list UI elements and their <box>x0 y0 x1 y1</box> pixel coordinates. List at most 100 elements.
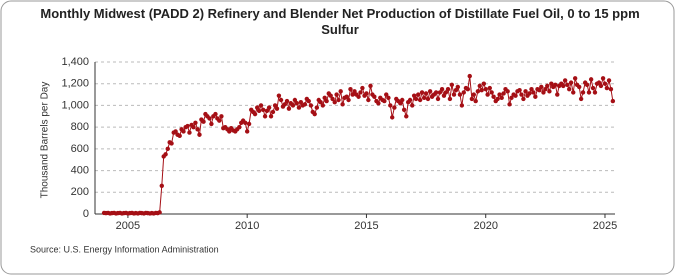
data-point <box>401 107 407 112</box>
data-point <box>549 81 554 86</box>
data-point <box>191 124 196 130</box>
data-point <box>439 86 445 92</box>
data-point <box>266 105 272 110</box>
data-point <box>360 85 365 91</box>
x-tick-label: 2015 <box>354 220 378 232</box>
data-point <box>419 90 425 95</box>
data-point <box>386 95 391 101</box>
data-point <box>358 90 363 95</box>
data-point <box>423 91 429 96</box>
data-point <box>507 102 512 107</box>
data-point <box>244 129 250 134</box>
data-point <box>443 90 449 95</box>
data-point <box>417 97 423 103</box>
data-point <box>441 93 447 98</box>
data-point <box>217 118 222 123</box>
data-point <box>372 94 377 99</box>
data-point <box>294 101 299 106</box>
data-point <box>163 152 168 157</box>
chart-title: Monthly Midwest (PADD 2) Refinery and Bl… <box>40 6 640 37</box>
data-point <box>207 116 212 121</box>
data-point <box>501 91 506 96</box>
data-point <box>473 98 478 104</box>
data-point <box>411 93 417 98</box>
data-point <box>529 86 534 92</box>
data-point <box>602 81 608 86</box>
data-point <box>521 96 526 102</box>
data-point <box>425 96 431 102</box>
data-point <box>435 96 441 102</box>
data-point <box>449 82 455 88</box>
data-point <box>586 90 592 95</box>
data-point <box>318 99 323 105</box>
data-point <box>382 98 387 104</box>
data-point <box>479 88 484 93</box>
data-point <box>475 89 481 94</box>
data-point <box>497 92 502 97</box>
data-point <box>298 99 304 105</box>
data-point <box>398 101 403 106</box>
data-point <box>469 96 475 102</box>
data-point <box>539 84 544 90</box>
data-point <box>487 85 492 91</box>
data-point <box>213 111 218 117</box>
data-point <box>256 108 262 114</box>
data-point <box>416 92 421 97</box>
data-point <box>338 89 343 94</box>
data-point <box>252 111 258 117</box>
data-point <box>596 80 602 85</box>
data-point <box>461 90 466 95</box>
y-tick-label: 400 <box>71 164 89 176</box>
y-tick-label: 600 <box>71 143 89 155</box>
y-tick-label: 1,400 <box>61 56 89 68</box>
data-point <box>169 141 174 146</box>
data-point <box>314 105 320 110</box>
y-tick-label: 1,000 <box>61 99 89 111</box>
data-point <box>388 103 393 108</box>
data-point <box>243 120 248 126</box>
data-point <box>173 129 178 134</box>
data-point <box>545 83 550 89</box>
data-point <box>350 92 355 97</box>
data-point <box>340 102 345 107</box>
data-point <box>407 97 413 103</box>
data-point <box>352 89 357 94</box>
data-point <box>433 90 439 95</box>
data-point <box>531 90 536 95</box>
y-axis-label: Thousand Barrels per Day <box>40 82 51 199</box>
data-point <box>181 129 186 134</box>
data-point <box>561 83 566 89</box>
data-point <box>290 103 296 108</box>
data-point <box>209 121 214 127</box>
data-point <box>567 86 572 92</box>
data-point <box>421 95 427 101</box>
data-point <box>600 76 606 81</box>
data-point <box>447 96 453 102</box>
data-point <box>533 94 538 99</box>
data-point <box>157 210 162 215</box>
data-point <box>392 105 397 110</box>
data-point <box>332 99 337 105</box>
data-point <box>334 92 339 97</box>
data-point <box>336 97 341 103</box>
data-point <box>344 94 349 99</box>
y-tick-label: 1,200 <box>61 78 89 90</box>
data-point <box>489 90 494 95</box>
data-point <box>578 96 584 102</box>
data-point <box>177 133 182 139</box>
data-point <box>513 93 518 98</box>
data-point <box>330 96 335 102</box>
data-point <box>571 90 576 95</box>
data-point <box>328 93 333 98</box>
y-tick-label: 200 <box>71 186 89 198</box>
data-point <box>562 78 568 83</box>
data-point <box>404 114 409 119</box>
data-point <box>237 124 242 130</box>
data-point <box>384 92 389 97</box>
data-point <box>608 86 614 92</box>
data-point <box>509 95 514 101</box>
data-point <box>348 86 353 92</box>
data-point <box>491 94 496 99</box>
data-point <box>292 97 298 103</box>
